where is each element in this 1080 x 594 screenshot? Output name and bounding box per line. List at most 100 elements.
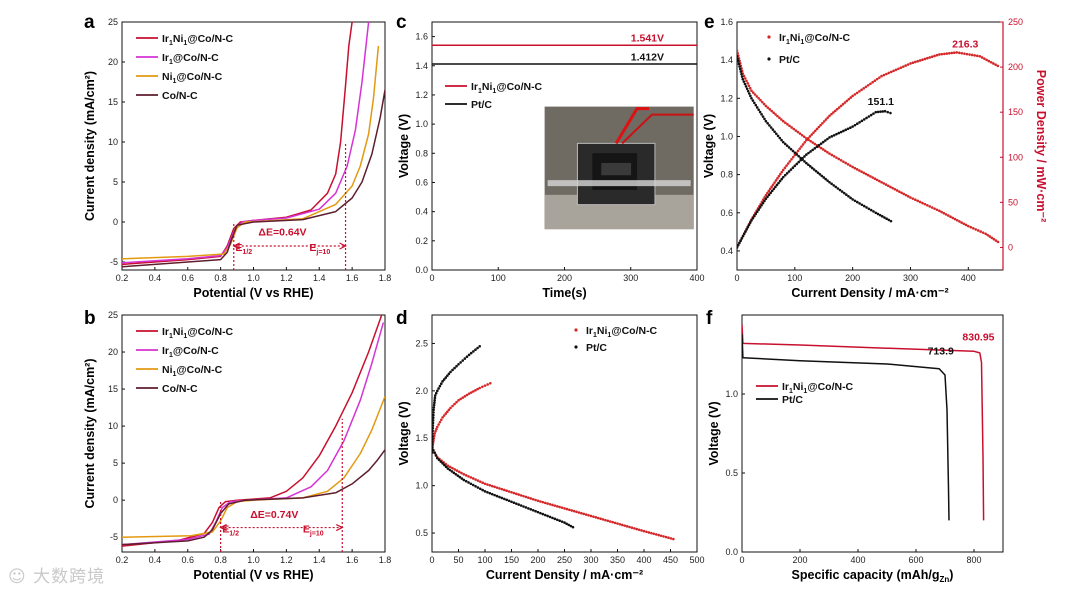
annotation-label: ΔE=0.64V — [258, 227, 306, 239]
data-point — [455, 400, 458, 404]
data-point — [805, 161, 808, 165]
data-point — [992, 237, 996, 241]
data-point — [884, 183, 888, 186]
data-point — [467, 392, 471, 395]
data-point — [657, 533, 660, 537]
y-tick-label: 1.4 — [415, 61, 428, 71]
data-point — [519, 504, 523, 507]
y-right-tick-label: 250 — [1008, 17, 1023, 27]
legend-label: Ir1​Ni1​@Co/N-C — [162, 326, 234, 340]
data-point — [781, 119, 785, 123]
data-point — [589, 514, 593, 518]
inset-photo — [544, 106, 694, 230]
data-point — [894, 68, 898, 72]
x-tick-label: 450 — [663, 555, 678, 565]
data-point — [507, 490, 511, 493]
x-tick-label: 1.2 — [280, 273, 293, 283]
data-point — [476, 346, 479, 350]
y-tick-label: 10 — [108, 137, 118, 147]
data-point — [985, 58, 988, 62]
data-point — [754, 103, 758, 107]
data-point — [835, 132, 838, 136]
data-point — [996, 240, 1000, 244]
data-point — [841, 102, 845, 106]
x-tick-label: 300 — [623, 273, 638, 283]
data-point — [582, 512, 586, 516]
y-right-axis-title: Power Density / mW·cm⁻² — [1034, 70, 1048, 222]
data-point — [536, 499, 540, 503]
y-axis-title: Current density (mA/cm²) — [83, 71, 97, 221]
data-point — [970, 53, 974, 57]
data-point — [743, 77, 747, 80]
series-pt-c-discharge — [432, 446, 575, 529]
data-point — [889, 111, 892, 115]
data-point — [875, 178, 879, 182]
photo-red-wire-2 — [621, 113, 694, 145]
plot-area — [737, 49, 1000, 249]
legend: Ir1​Ni1​@Co/N-C Ir1​@Co/N-C Ni1​@Co/N-C Co/… — [136, 33, 234, 102]
data-point — [465, 355, 469, 359]
data-point — [849, 196, 852, 200]
data-point — [474, 478, 477, 481]
data-point — [902, 192, 906, 196]
x-tick-label: 500 — [689, 555, 704, 565]
data-point — [828, 152, 831, 155]
data-point — [437, 387, 440, 390]
data-point — [855, 91, 859, 95]
data-point — [768, 108, 772, 111]
data-point — [616, 522, 619, 525]
data-point — [796, 149, 800, 153]
x-tick-label: 0 — [734, 273, 739, 283]
data-point — [737, 246, 739, 249]
data-point — [898, 190, 901, 193]
data-point — [801, 143, 805, 146]
data-point — [436, 456, 439, 460]
data-point — [471, 477, 475, 480]
data-point — [760, 113, 763, 116]
data-point — [830, 153, 834, 157]
data-point — [845, 193, 848, 197]
data-point — [994, 63, 997, 66]
data-point — [772, 187, 776, 191]
data-point — [766, 121, 769, 125]
series-pt-c-charge — [432, 344, 482, 454]
data-point — [746, 89, 750, 93]
data-point — [769, 191, 772, 195]
data-point — [461, 396, 465, 399]
data-point — [478, 386, 482, 390]
data-point — [488, 483, 492, 487]
data-point — [486, 483, 489, 486]
data-point — [524, 495, 528, 499]
data-point — [495, 486, 499, 489]
data-point — [560, 506, 564, 510]
data-point — [432, 403, 436, 407]
data-point — [546, 514, 549, 518]
panel-c: 0 100 200 300 400 0.0 0.2 0.4 0.6 0.8 1.0 1.2 1.4 1.6… — [396, 12, 705, 300]
data-point — [878, 213, 882, 217]
x-tick-label: 0 — [429, 555, 434, 565]
data-point — [766, 191, 769, 195]
annotation-label: 830.95 — [962, 331, 994, 343]
data-point — [811, 148, 814, 152]
x-tick-label: 100 — [477, 555, 492, 565]
plot-area — [432, 44, 697, 65]
data-point — [774, 113, 777, 116]
data-point — [786, 162, 790, 165]
data-point — [837, 106, 841, 109]
data-point — [575, 510, 578, 514]
data-point — [432, 446, 434, 450]
data-point — [862, 204, 866, 208]
data-point — [758, 110, 762, 114]
data-point — [862, 118, 866, 121]
data-point — [785, 164, 788, 167]
x-tick-label: 400 — [961, 273, 976, 283]
data-point — [793, 164, 797, 168]
data-point — [797, 154, 800, 158]
data-point — [608, 520, 612, 523]
data-point — [474, 388, 477, 392]
data-point — [803, 160, 806, 163]
data-point — [637, 528, 641, 532]
axes-frame — [431, 314, 698, 553]
x-tick-label: 0 — [429, 273, 434, 283]
data-point — [880, 180, 883, 184]
